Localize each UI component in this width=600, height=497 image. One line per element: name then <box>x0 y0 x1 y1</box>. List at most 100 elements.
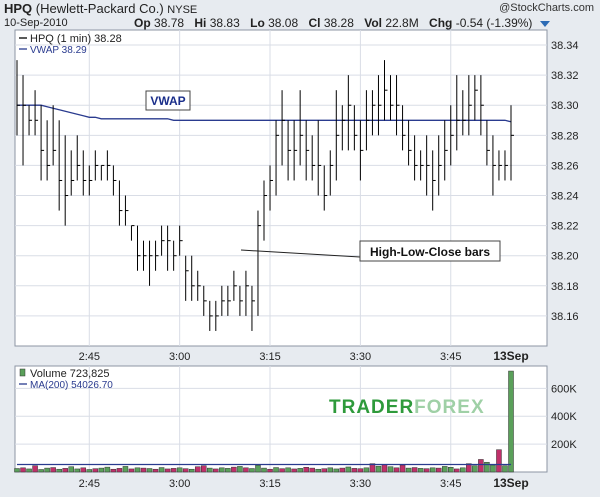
x-tick-label: 3:15 <box>259 351 280 363</box>
price-tick-label: 38.34 <box>551 40 579 52</box>
price-stats: Op 38.78 Hi 38.83 Lo 38.08 Cl 38.28 Vol … <box>134 16 550 30</box>
price-tick-label: 38.24 <box>551 191 579 203</box>
stat-label: Cl <box>308 16 321 30</box>
volume-bar <box>68 466 74 473</box>
volume-bar <box>381 464 388 473</box>
volume-bar <box>297 468 303 473</box>
copyright[interactable]: @StockCharts.com <box>499 2 594 14</box>
volume-bar <box>14 468 20 473</box>
x-tick-label: 3:00 <box>169 478 190 490</box>
volume-bar <box>207 467 213 473</box>
symbol: HPQ <box>4 1 33 16</box>
volume-bar <box>454 468 460 473</box>
volume-bar <box>466 463 472 473</box>
volume-bar <box>399 464 406 473</box>
volume-bar <box>441 466 448 473</box>
volume-bar <box>249 468 255 473</box>
x-tick-label: 3:00 <box>169 351 190 363</box>
price-legend-label: HPQ (1 min) 38.28 <box>30 33 122 45</box>
dropdown-arrow-icon[interactable] <box>539 20 550 27</box>
volume-bar <box>152 468 159 473</box>
volume-bar <box>170 468 177 473</box>
price-tick-label: 38.26 <box>551 160 579 172</box>
volume-bar <box>176 467 183 473</box>
x-tick-label: 2:45 <box>79 478 100 490</box>
volume-bar <box>237 466 243 473</box>
watermark-part1: TRADER <box>329 397 414 418</box>
volume-bar <box>345 466 352 473</box>
volume-bar <box>369 463 376 473</box>
volume-bar <box>219 467 225 473</box>
volume-bar <box>478 459 484 473</box>
volume-bar <box>460 467 466 473</box>
stat-value: 22.8M <box>385 16 419 30</box>
price-tick-label: 38.16 <box>551 311 579 323</box>
volume-bar <box>448 467 454 473</box>
volume-bar <box>56 468 62 473</box>
volume-bar <box>201 465 207 473</box>
volume-bar <box>140 467 147 473</box>
volume-bar <box>104 466 111 473</box>
volume-bar <box>333 468 340 473</box>
volume-bar <box>273 467 279 473</box>
volume-bar <box>339 467 346 473</box>
stat-label: Op <box>134 16 151 30</box>
x-tick-label: 3:30 <box>350 351 371 363</box>
stat-value: 38.08 <box>268 16 299 30</box>
volume-bar <box>255 465 261 473</box>
volume-bar <box>38 469 44 473</box>
hlc-annotation-box <box>359 240 501 262</box>
volume-bar <box>327 467 334 473</box>
hlc-annotation-label: High-Low-Close bars <box>370 245 490 259</box>
volume-tick-label: 600K <box>551 383 577 395</box>
volume-bar <box>309 467 315 473</box>
volume-bar <box>32 465 38 473</box>
company-name: (Hewlett-Packard Co.) <box>35 1 164 16</box>
price-tick-label: 38.32 <box>551 70 579 82</box>
volume-tick-label: 200K <box>551 439 577 451</box>
volume-bar <box>116 468 123 473</box>
stat-value: -0.54 (-1.39%) <box>455 16 533 30</box>
volume-bar <box>484 461 490 473</box>
volume-bar <box>213 468 219 473</box>
volume-bar <box>375 465 382 473</box>
volume-bar <box>98 467 105 473</box>
price-tick-label: 38.30 <box>551 100 579 112</box>
exchange: NYSE <box>167 4 198 16</box>
volume-bar <box>194 466 201 473</box>
volume-bar <box>405 467 412 473</box>
volume-bar <box>261 467 267 473</box>
price-legend-label: VWAP 38.29 <box>30 45 87 56</box>
volume-bar <box>182 468 189 473</box>
volume-bar <box>472 465 478 473</box>
stat-value: 38.83 <box>209 16 240 30</box>
price-panel <box>14 29 548 347</box>
volume-bar <box>267 468 273 473</box>
volume-legend-label: Volume 723,825 <box>30 368 110 380</box>
chart-date: 10-Sep-2010 <box>4 17 68 29</box>
price-tick-label: 38.22 <box>551 221 579 233</box>
volume-bar <box>291 468 297 473</box>
volume-bar <box>508 370 514 473</box>
stat-label: Hi <box>194 16 207 30</box>
volume-bar <box>351 468 358 473</box>
volume-legend-label: MA(200) 54026.70 <box>30 380 113 391</box>
volume-panel <box>14 365 548 473</box>
stat-label: Chg <box>429 16 453 30</box>
volume-bar <box>92 468 99 473</box>
price-tick-label: 38.18 <box>551 281 579 293</box>
x-tick-label: 3:30 <box>350 478 371 490</box>
volume-bar <box>231 466 237 473</box>
watermark-part2: FOREX <box>414 397 484 418</box>
x-tick-label: 2:45 <box>79 351 100 363</box>
volume-bar <box>490 464 496 473</box>
volume-bar <box>243 467 249 473</box>
x-tick-label: 13Sep <box>493 476 528 490</box>
volume-bar <box>429 467 436 473</box>
stat-value: 38.28 <box>323 16 354 30</box>
x-tick-label: 3:45 <box>440 351 461 363</box>
price-tick-label: 38.20 <box>551 251 579 263</box>
stat-value: 38.78 <box>154 16 185 30</box>
volume-bar <box>315 468 321 473</box>
